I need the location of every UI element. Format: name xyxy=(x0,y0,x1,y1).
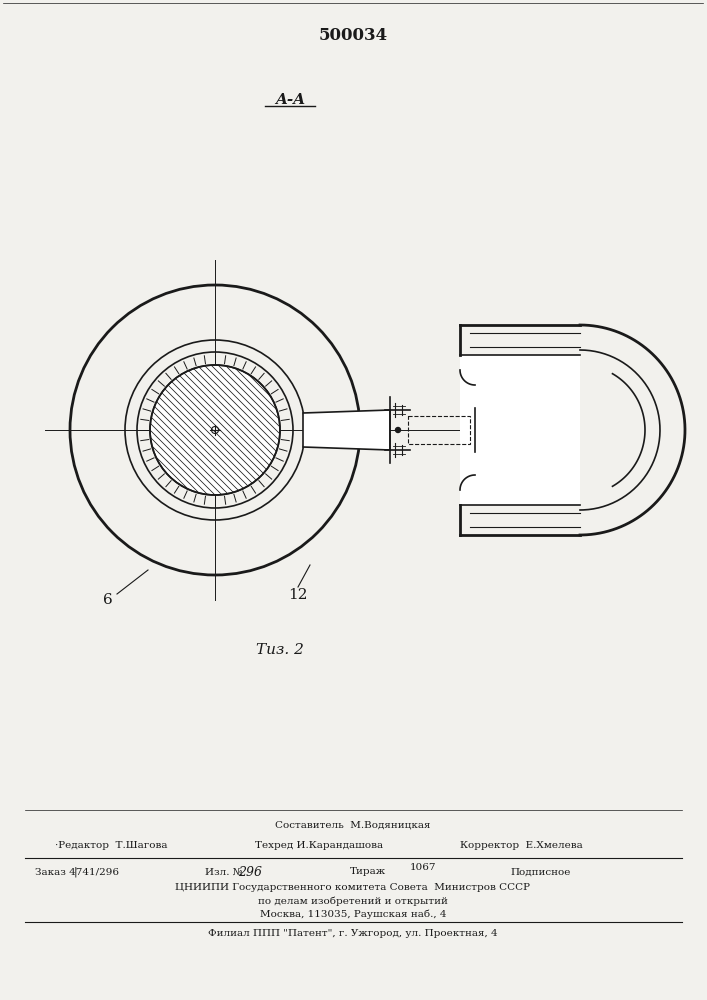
Text: по делам изобретений и открытий: по делам изобретений и открытий xyxy=(258,896,448,906)
Text: Москва, 113035, Раушская наб., 4: Москва, 113035, Раушская наб., 4 xyxy=(259,909,446,919)
Text: Филиал ППП "Патент", г. Ужгород, ул. Проектная, 4: Филиал ППП "Патент", г. Ужгород, ул. Про… xyxy=(208,928,498,938)
Text: Техред И.Карандашова: Техред И.Карандашова xyxy=(255,840,383,850)
Text: Тираж: Тираж xyxy=(350,867,386,876)
Text: A-A: A-A xyxy=(275,93,305,107)
Bar xyxy=(460,355,580,505)
Circle shape xyxy=(150,365,280,495)
Text: Τиз. 2: Τиз. 2 xyxy=(256,643,304,657)
Polygon shape xyxy=(303,410,390,450)
Bar xyxy=(408,416,470,444)
Text: Подписное: Подписное xyxy=(510,867,571,876)
Text: 6: 6 xyxy=(103,593,113,607)
Text: ·Редактор  Т.Шагова: ·Редактор Т.Шагова xyxy=(55,840,168,850)
Text: 1067: 1067 xyxy=(410,863,436,872)
Text: |: | xyxy=(35,867,78,877)
Text: Корректор  Е.Хмелева: Корректор Е.Хмелева xyxy=(460,840,583,850)
Text: Заказ 4741/296: Заказ 4741/296 xyxy=(35,867,119,876)
Circle shape xyxy=(150,365,280,495)
Text: 500034: 500034 xyxy=(318,26,387,43)
Text: Составитель  М.Водяницкая: Составитель М.Водяницкая xyxy=(275,820,431,830)
Text: 296: 296 xyxy=(238,865,262,879)
Text: 12: 12 xyxy=(288,588,308,602)
Circle shape xyxy=(395,428,400,432)
Text: Изл. №: Изл. № xyxy=(205,867,243,876)
Text: ЦНИИПИ Государственного комитета Совета  Министров СССР: ЦНИИПИ Государственного комитета Совета … xyxy=(175,884,530,892)
